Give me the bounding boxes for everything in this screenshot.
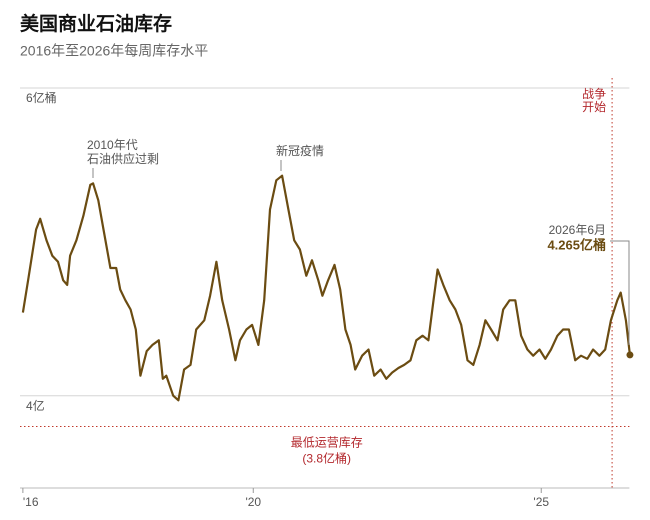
inventory-line [21,174,631,402]
annotation: 2026年6月 [549,223,606,237]
event-label: 开始 [582,100,606,114]
annotation: 新冠疫情 [276,143,324,158]
x-tick-label: '20 [245,495,261,509]
annotation-value: 4.265亿桶 [547,237,606,252]
x-tick-label: '16 [23,495,39,509]
x-tick-label: '25 [533,495,549,509]
y-tick-label: 4亿 [26,398,45,413]
event-label: 战争 [582,87,606,101]
annotation: 2010年代 [87,138,138,152]
annotation: 石油供应过剩 [87,151,159,166]
chart-subtitle: 2016年至2026年每周库存水平 [20,43,208,59]
min-level-label: 最低运营库存 [291,435,363,450]
end-dot [626,351,634,359]
chart-title: 美国商业石油库存 [20,12,172,35]
y-tick-label: 6亿桶 [26,90,57,105]
min-level-label: (3.8亿桶) [302,451,351,466]
annotation-bracket [610,240,630,345]
